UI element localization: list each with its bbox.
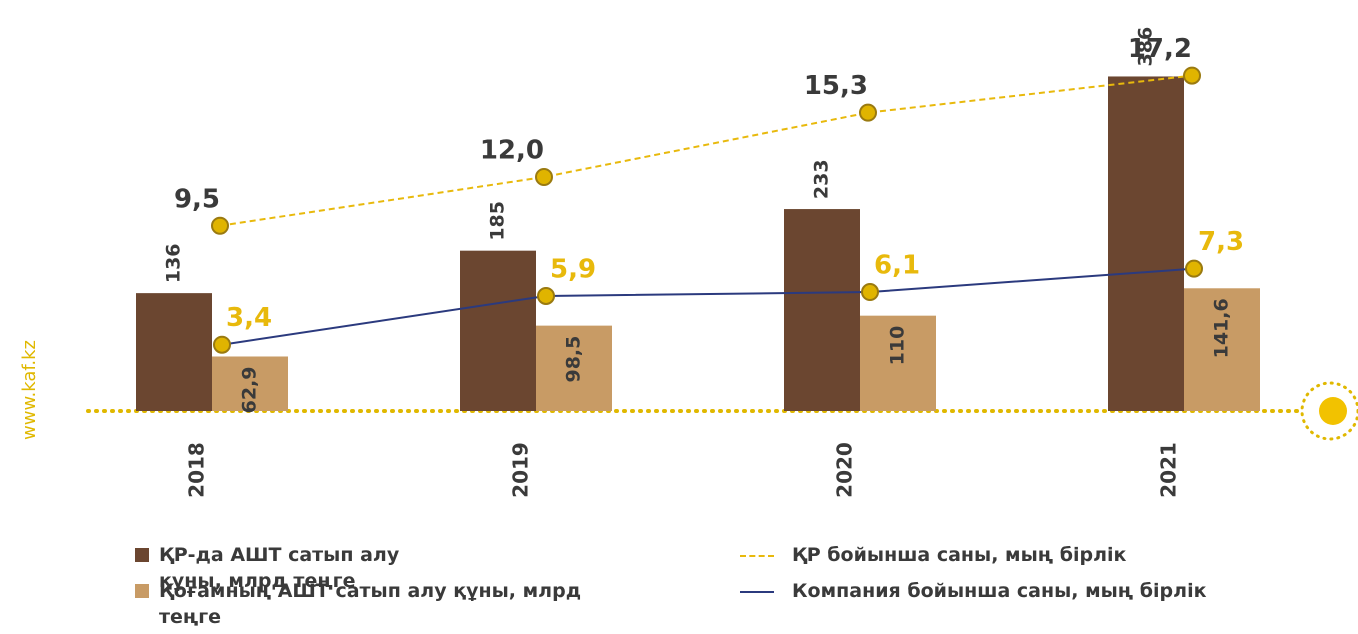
line-value-label: 9,5 [174, 184, 220, 214]
line-value-label: 15,3 [804, 71, 868, 101]
bar-value-label: 62,9 [239, 366, 261, 413]
line-value-label: 17,2 [1128, 34, 1192, 64]
bar-value-label: 233 [811, 159, 833, 199]
x-tick-label: 2021 [1157, 442, 1181, 498]
line [220, 76, 1192, 226]
line-value-label: 6,1 [874, 251, 920, 281]
x-tick-label: 2020 [833, 442, 857, 498]
line-value-label: 7,3 [1198, 227, 1244, 257]
side-text: www.kaf.kz [19, 340, 40, 440]
line-value-label: 5,9 [550, 254, 596, 284]
line-marker [538, 288, 554, 304]
bar [784, 209, 860, 411]
line [222, 269, 1194, 345]
page: www.kaf.kz 20182019202020211361852333866… [0, 0, 1358, 634]
bar-value-label: 141,6 [1211, 298, 1233, 358]
line-marker [212, 218, 228, 234]
line-marker [862, 284, 878, 300]
bar [460, 251, 536, 411]
bar-value-label: 136 [163, 243, 185, 283]
x-tick-label: 2019 [509, 442, 533, 498]
chart: www.kaf.kz 20182019202020211361852333866… [0, 0, 1358, 634]
bar-value-label: 185 [487, 201, 509, 241]
line-marker [1184, 68, 1200, 84]
line-marker [214, 337, 230, 353]
x-tick-label: 2018 [185, 442, 209, 498]
line-marker [860, 105, 876, 121]
bar [1108, 76, 1184, 411]
bar-value-label: 98,5 [563, 336, 585, 383]
line-value-label: 3,4 [226, 303, 272, 333]
decor-dot [1319, 397, 1347, 425]
line-marker [536, 169, 552, 185]
line-marker [1186, 261, 1202, 277]
line-value-label: 12,0 [480, 136, 544, 166]
bar-value-label: 110 [887, 326, 909, 366]
bar [136, 293, 212, 411]
